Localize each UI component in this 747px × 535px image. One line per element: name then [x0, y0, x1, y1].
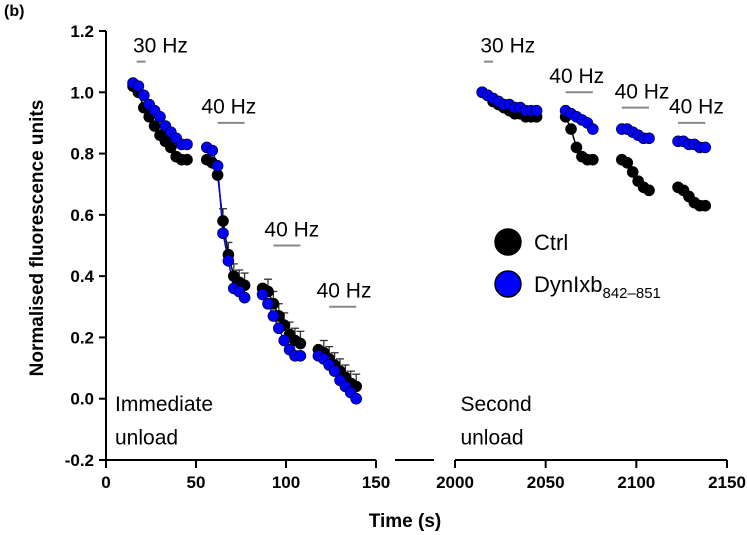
data-point — [272, 322, 285, 335]
stimulus-label: 40 Hz — [201, 96, 256, 119]
data-point — [626, 166, 639, 178]
y-tick-label: 0.6 — [70, 206, 94, 225]
data-point — [132, 80, 145, 92]
data-point — [267, 310, 280, 322]
data-point — [328, 365, 341, 377]
data-point — [138, 89, 150, 102]
stimulus-label: 40 Hz — [615, 80, 670, 103]
x-tick-label: 2100 — [617, 473, 655, 492]
data-point — [217, 215, 229, 227]
data-point — [699, 141, 712, 154]
x-tick-label: 150 — [362, 473, 390, 492]
data-point — [699, 199, 712, 212]
data-point — [643, 184, 655, 197]
x-tick-label: 0 — [101, 473, 110, 492]
stimulus-label: 40 Hz — [549, 65, 604, 88]
annotation-text: Immediate — [115, 393, 213, 416]
data-point — [262, 297, 274, 310]
data-point — [222, 255, 235, 267]
data-point — [278, 334, 291, 347]
legend-marker — [494, 270, 522, 298]
x-tick-label: 2000 — [436, 473, 474, 492]
y-tick-label: -0.2 — [65, 451, 94, 470]
x-tick-label: 50 — [187, 473, 206, 492]
y-tick-label: 0.0 — [70, 390, 94, 409]
data-point — [154, 111, 166, 123]
y-tick-label: 0.4 — [70, 267, 94, 286]
x-axis-title: Time (s) — [369, 511, 442, 532]
data-point — [211, 160, 224, 172]
y-tick-label: 0.2 — [70, 328, 94, 347]
panel-label: (b) — [4, 3, 24, 20]
y-tick-label: 0.8 — [70, 145, 94, 164]
data-point — [530, 104, 543, 117]
y-axis-title: Normalised fluorescence units — [27, 100, 48, 377]
y-tick-label: 1.0 — [70, 83, 94, 102]
data-point — [643, 132, 655, 145]
data-point — [350, 392, 363, 405]
legend-label: DynIxb842–851 — [534, 272, 661, 302]
annotation-text: unload — [460, 427, 523, 450]
plot-area: -0.2 0.0 0.2 0.4 0.6 0.8 1.0 1.2 0 50 100 150 2000 20… — [65, 22, 746, 492]
x-tick-label: 100 — [272, 473, 300, 492]
stimulus-label: 30 Hz — [133, 34, 188, 57]
x-tick-label: 2150 — [708, 473, 746, 492]
data-point — [256, 288, 269, 301]
data-point — [181, 138, 193, 151]
data-point — [217, 227, 229, 240]
data-point — [587, 123, 599, 135]
stimulus-label: 40 Hz — [264, 218, 319, 241]
x-tick-label: 2050 — [527, 473, 565, 492]
stimulus-label: 40 Hz — [317, 280, 372, 303]
data-point — [181, 153, 193, 166]
stimulus-label: 40 Hz — [669, 96, 724, 119]
data-point — [565, 123, 577, 135]
data-point — [570, 141, 583, 154]
annotation-text: Second — [460, 393, 531, 416]
data-point — [206, 144, 218, 157]
y-tick-label: 1.2 — [70, 22, 94, 41]
legend-marker — [494, 228, 522, 256]
legend-label-subscript: 842–851 — [602, 285, 660, 302]
data-point — [294, 337, 307, 350]
legend-label: Ctrl — [534, 230, 568, 255]
stimulus-label: 30 Hz — [480, 34, 535, 57]
data-point — [587, 153, 599, 166]
data-point — [238, 291, 251, 304]
annotation-text: unload — [115, 427, 178, 450]
data-point — [294, 350, 307, 362]
data-point — [165, 141, 177, 154]
data-point — [621, 156, 634, 169]
